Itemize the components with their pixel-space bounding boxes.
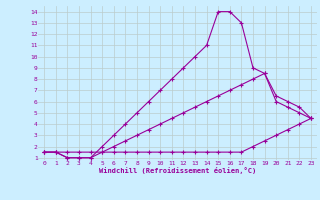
X-axis label: Windchill (Refroidissement éolien,°C): Windchill (Refroidissement éolien,°C) [99,167,256,174]
